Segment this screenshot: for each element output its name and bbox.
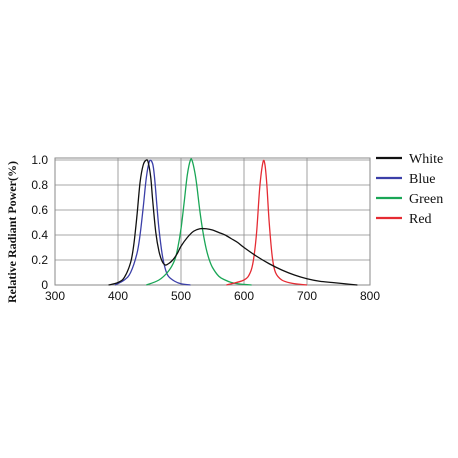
x-tick-label: 400 [108,289,128,303]
series-line-green [146,158,252,286]
legend: White Blue Green Red [376,152,443,227]
y-tick-label: 0.6 [31,203,48,217]
legend-label: White [409,152,443,167]
x-tick-label: 500 [171,289,191,303]
legend-item-red: Red [376,212,432,227]
legend-label: Blue [409,172,435,187]
y-tick-labels: 0 0.2 0.4 0.6 0.8 1.0 [31,153,48,292]
x-tick-label: 300 [45,289,65,303]
legend-item-white: White [376,152,443,167]
y-tick-label: 0.2 [31,253,48,267]
y-axis-label: Relative Radiant Power(%) [5,161,19,303]
y-tick-label: 0 [41,278,48,292]
y-tick-label: 0.8 [31,178,48,192]
series-line-red [226,159,308,286]
legend-item-blue: Blue [376,172,435,187]
plot-frame [54,157,371,286]
legend-item-green: Green [376,192,443,207]
x-tick-label: 700 [297,289,317,303]
x-tick-label: 800 [360,289,380,303]
x-tick-labels: 300 400 500 600 700 800 [45,289,380,303]
x-tick-label: 600 [234,289,254,303]
y-tick-label: 1.0 [31,153,48,167]
series-line-white [108,159,358,286]
series-line-blue [114,159,191,286]
legend-label: Red [409,212,432,227]
series-layer [108,158,358,286]
y-tick-label: 0.4 [31,228,48,242]
legend-label: Green [409,192,443,207]
grid-lines [55,158,370,285]
